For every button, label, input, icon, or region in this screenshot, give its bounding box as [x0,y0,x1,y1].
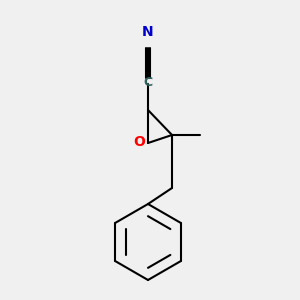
Text: C: C [143,76,153,89]
Text: O: O [133,135,145,149]
Text: N: N [142,25,154,39]
